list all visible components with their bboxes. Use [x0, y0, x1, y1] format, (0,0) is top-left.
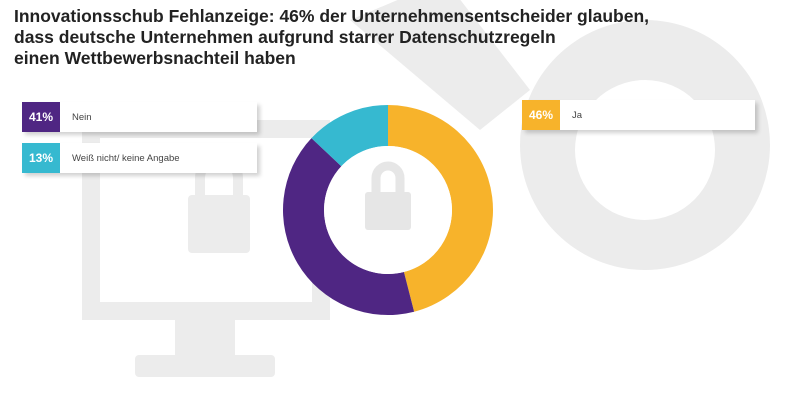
- key-icon: [350, 0, 770, 270]
- donut-slice-nein: [282, 138, 415, 316]
- chart-title: Innovationsschub Fehlanzeige: 46% der Un…: [14, 6, 734, 69]
- legend-item-ja: 46% Ja: [522, 100, 755, 130]
- donut-slice-weiß-nicht-keine-angabe: [311, 105, 388, 167]
- title-line: Innovationsschub Fehlanzeige: 46% der Un…: [14, 6, 649, 26]
- donut-slice-ja: [388, 105, 494, 312]
- legend-label-nein: Nein: [72, 111, 92, 123]
- legend-label-weiss-nicht: Weiß nicht/ keine Angabe: [72, 152, 180, 164]
- padlock-icon: [365, 161, 411, 230]
- legend-item-weiss-nicht: 13% Weiß nicht/ keine Angabe: [22, 143, 257, 173]
- legend-pct-ja: 46%: [522, 100, 560, 130]
- legend-item-nein: 41% Nein: [22, 102, 257, 132]
- legend-pct-weiss-nicht: 13%: [22, 143, 60, 173]
- title-line: einen Wettbewerbsnachteil haben: [14, 48, 296, 68]
- legend-label-ja: Ja: [572, 109, 583, 121]
- monitor-icon: [82, 120, 330, 377]
- legend-pct-nein: 41%: [22, 102, 60, 132]
- title-line: dass deutsche Unternehmen aufgrund starr…: [14, 27, 556, 47]
